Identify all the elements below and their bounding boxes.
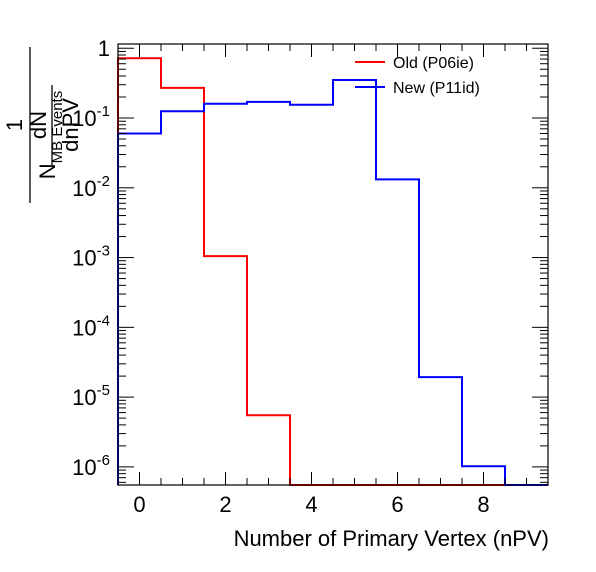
y-tick-label: 10-1	[72, 103, 110, 131]
y-tick-label: 10-6	[72, 452, 110, 480]
x-axis-title: Number of Primary Vertex (nPV)	[234, 526, 549, 551]
y-axis-prefactor-den: NMB Events	[35, 91, 66, 179]
y-axis-N: N	[35, 163, 60, 179]
y-axis-prefactor: NMB Events 1	[2, 47, 66, 203]
plot-frame	[117, 43, 549, 486]
y-tick-label: 10-5	[72, 382, 110, 410]
ticks-layer: 0 2 4 6 8 1 10-1 10-2 10-3 10-4 10-5 10-6	[72, 36, 548, 517]
x-tick-label: 2	[219, 492, 231, 517]
x-tick-label: 8	[477, 492, 489, 517]
x-tick-label: 0	[133, 492, 145, 517]
x-tick-label: 4	[305, 492, 317, 517]
legend-label-1: Old (P06ie)	[393, 55, 474, 72]
y-tick-label: 10-2	[72, 173, 110, 201]
series-line-1	[117, 57, 548, 486]
legend: Old (P06ie) New (P11id)	[355, 55, 480, 97]
y-axis-denominator: dnPV	[58, 98, 83, 152]
y-tick-label: 10-4	[72, 312, 110, 340]
legend-label-2: New (P11id)	[393, 80, 480, 97]
series-line-2	[117, 79, 548, 486]
y-axis-N-subscript: MB Events	[49, 91, 66, 164]
series-layer	[117, 57, 548, 486]
x-tick-label: 6	[391, 492, 403, 517]
y-tick-label: 1	[98, 36, 110, 61]
y-axis-prefactor-num: 1	[2, 119, 27, 131]
y-tick-label: 10-3	[72, 243, 110, 271]
